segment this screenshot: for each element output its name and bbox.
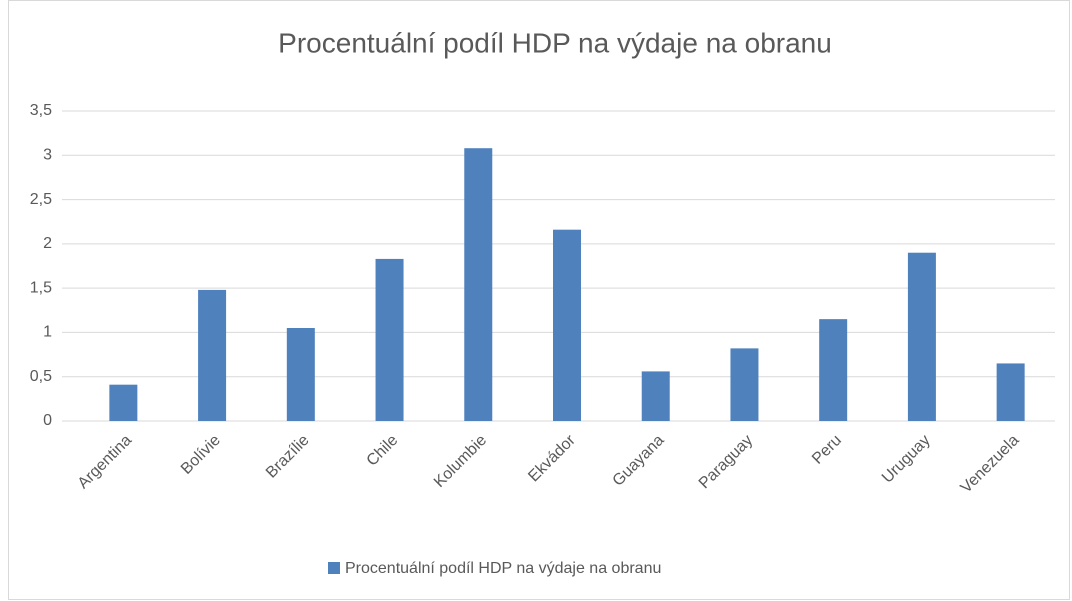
y-tick-label: 0,5 xyxy=(30,368,52,385)
bar xyxy=(641,371,670,421)
legend-swatch xyxy=(328,562,340,574)
y-tick-label: 1,5 xyxy=(30,279,52,296)
bar xyxy=(819,319,848,421)
bar xyxy=(198,289,227,421)
chart-title: Procentuální podíl HDP na výdaje na obra… xyxy=(278,27,832,58)
y-tick-label: 0 xyxy=(43,412,52,429)
bar xyxy=(907,252,936,421)
legend-label: Procentuální podíl HDP na výdaje na obra… xyxy=(345,560,661,577)
y-tick-label: 3 xyxy=(43,147,52,164)
bar xyxy=(286,328,315,421)
y-tick-label: 2 xyxy=(43,235,52,252)
chart-frame xyxy=(8,0,1070,600)
bar xyxy=(553,229,581,421)
bar xyxy=(730,348,759,421)
bar xyxy=(109,384,138,421)
bar xyxy=(464,148,493,421)
y-tick-label: 3,5 xyxy=(30,102,52,119)
y-tick-label: 1 xyxy=(43,324,52,341)
bar xyxy=(996,363,1025,421)
bar xyxy=(375,258,404,421)
y-tick-label: 2,5 xyxy=(30,191,52,208)
